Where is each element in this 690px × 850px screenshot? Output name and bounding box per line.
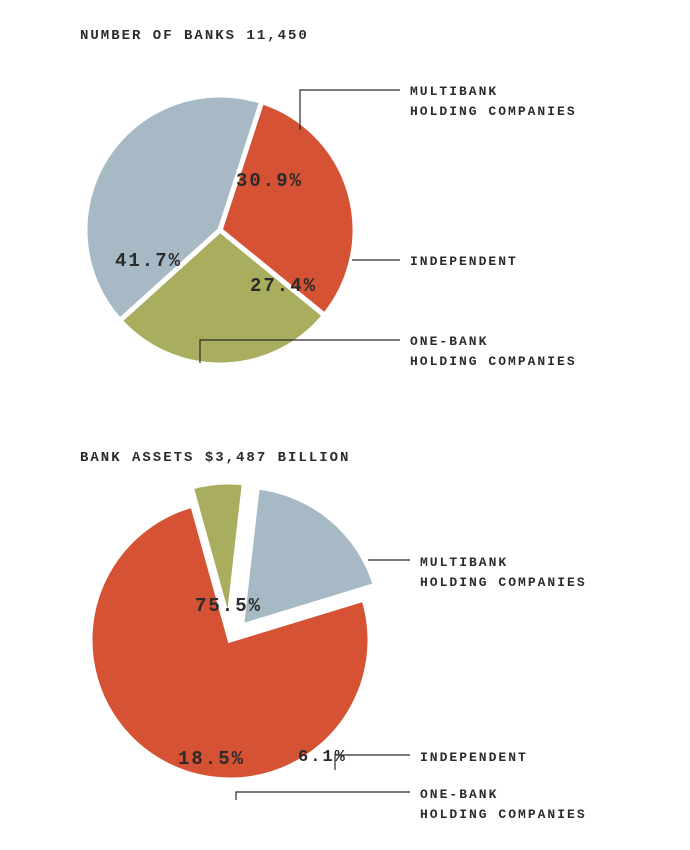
legend-text: MultibankHolding Companies [420,555,587,590]
legend-text: Independent [420,750,528,765]
chart1-legend-multibank: MultibankHolding Companies [410,82,577,121]
chart1-slice-multibank-value: 30.9% [236,170,303,192]
chart2-legend-onebank: One-BankHolding Companies [420,785,587,824]
legend-text: One-BankHolding Companies [420,787,587,822]
chart1-slice-independent-value: 27.4% [250,275,317,297]
legend-text: MultibankHolding Companies [410,84,577,119]
chart1-slice-onebank-value: 41.7% [115,250,182,272]
leader-line-one-bank [236,792,410,800]
chart2-slice-independent-value: 6.1% [298,748,347,767]
chart1-legend-independent: Independent [410,252,518,272]
chart2-slice-onebank-value: 18.5% [178,748,245,770]
chart2-legend-independent: Independent [420,748,528,768]
chart2-slice-multibank-value: 75.5% [195,595,262,617]
chart1-legend-onebank: One-BankHolding Companies [410,332,577,371]
legend-text: Independent [410,254,518,269]
chart2-legend-multibank: MultibankHolding Companies [420,553,587,592]
leader-line-multibank [300,90,400,130]
legend-text: One-BankHolding Companies [410,334,577,369]
chart1-pie [0,0,690,420]
